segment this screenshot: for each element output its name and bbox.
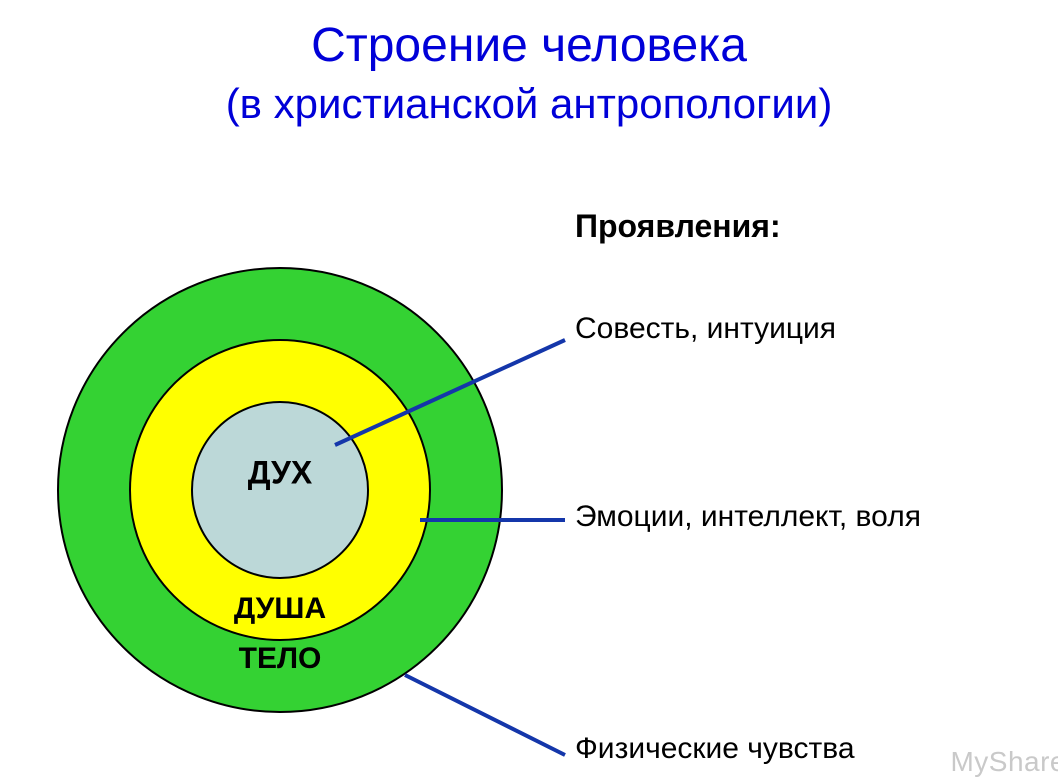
ring-label-outer: ТЕЛО [239,642,322,675]
legend-item-spirit: Совесть, интуиция [575,312,836,346]
leader-line-outer [405,675,565,755]
concentric-diagram: ТЕЛО ДУША ДУХ [0,0,1058,784]
ring-label-middle: ДУША [234,592,326,625]
legend-item-body: Физические чувства [575,732,855,766]
ring-label-inner: ДУХ [248,454,313,490]
watermark: MyShare [950,746,1058,778]
legend-item-soul: Эмоции, интеллект, воля [575,500,921,534]
legend-header: Проявления: [575,208,781,245]
